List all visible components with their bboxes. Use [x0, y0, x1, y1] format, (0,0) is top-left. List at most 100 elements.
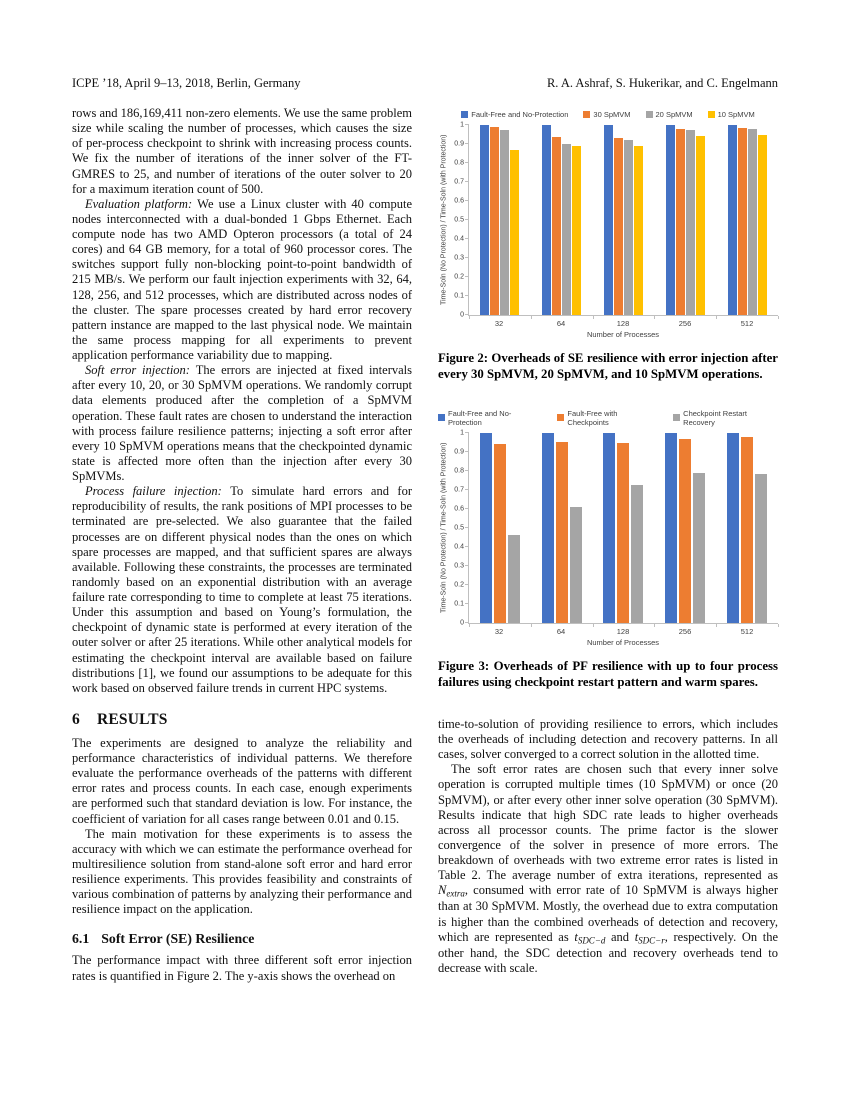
bar — [603, 125, 613, 315]
y-tick-label: 0.4 — [454, 235, 464, 243]
y-tick-mark — [465, 507, 469, 509]
plot-area — [465, 124, 779, 319]
bar — [665, 432, 678, 623]
y-axis-title: Time-Soln (No Protection) / Time-Soln (w… — [440, 442, 448, 614]
bar-group-256 — [654, 125, 716, 315]
y-tick-label: 0 — [460, 311, 464, 319]
x-tick-mark — [530, 316, 532, 319]
y-tick-mark — [465, 124, 469, 125]
right-column-text: time-to-solution of providing resilience… — [438, 717, 778, 976]
y-tick-label: 0.2 — [454, 273, 464, 281]
chart-legend: Fault-Free and No-Protection Fault-Free w… — [438, 409, 778, 427]
y-tick-mark — [465, 238, 469, 239]
y-tick-label: 0.7 — [454, 486, 464, 494]
legend-item: 20 SpMVM — [645, 110, 693, 119]
legend-label: Fault-Free and No-Protection — [471, 110, 569, 119]
x-tick-mark — [592, 316, 594, 319]
y-tick-mark — [465, 314, 469, 315]
chart-body: Time-Soln (No Protection) / Time-Soln (w… — [438, 429, 779, 647]
legend-item: Fault-Free and No-Protection — [438, 409, 542, 427]
y-tick-mark — [465, 526, 469, 528]
bar-group-32 — [469, 432, 531, 623]
legend-label: 20 SpMVM — [655, 110, 693, 119]
two-column-body: rows and 186,169,411 non-zero elements. … — [72, 106, 779, 984]
x-tick-mark — [654, 623, 656, 627]
bar — [737, 127, 747, 315]
x-tick-label: 256 — [678, 319, 692, 328]
y-tick-label: 0.9 — [454, 448, 464, 456]
legend-label: Checkpoint Restart Recovery — [683, 408, 747, 427]
bar — [665, 125, 675, 315]
y-tick-label: 0.4 — [454, 543, 464, 551]
x-tick-label: 64 — [556, 319, 566, 328]
y-axis-title: Time-Soln (No Protection) / Time-Soln (w… — [440, 134, 448, 306]
x-tick-label: 32 — [494, 626, 504, 636]
paragraph: time-to-solution of providing resilience… — [438, 716, 778, 762]
legend-marker-icon — [557, 414, 565, 422]
bar — [562, 144, 572, 315]
paragraph: rows and 186,169,411 non-zero elements. … — [72, 106, 412, 196]
bar — [542, 125, 552, 315]
legend-label: 30 SpMVM — [593, 110, 631, 119]
legend-item: Fault-Free and No-Protection — [461, 110, 568, 119]
bar-group-64 — [531, 125, 593, 315]
bar-group-512 — [716, 125, 778, 315]
bar — [541, 432, 554, 623]
legend-label: Fault-Free and No-Protection — [448, 408, 512, 427]
y-tick-mark — [465, 219, 469, 220]
y-tick-mark — [465, 143, 469, 144]
bar-group-512 — [716, 432, 778, 623]
legend-item: 10 SpMVM — [707, 110, 755, 119]
bar — [500, 129, 510, 315]
bar — [679, 438, 692, 623]
y-tick-mark — [465, 602, 469, 604]
bar — [695, 136, 705, 315]
figure-2: Fault-Free and No-Protection 30 SpMVM 20 S… — [438, 110, 779, 383]
y-tick-mark — [465, 181, 469, 182]
y-tick-label: 0.5 — [454, 524, 464, 532]
legend-item: 30 SpMVM — [583, 110, 631, 119]
x-tick-mark — [778, 316, 779, 319]
figure-2-chart: Fault-Free and No-Protection 30 SpMVM 20 S… — [438, 110, 779, 339]
x-tick-label: 64 — [556, 626, 566, 636]
x-tick-labels: 32 64 128 256 512 — [468, 319, 778, 328]
y-tick-mark — [465, 469, 469, 471]
paragraph: Process failure injection: To simulate h… — [72, 484, 412, 695]
y-tick-mark — [465, 583, 469, 585]
left-column: rows and 186,169,411 non-zero elements. … — [72, 106, 412, 984]
bar — [741, 436, 754, 623]
bar-group-64 — [531, 432, 593, 623]
legend-item: Fault-Free with Checkpoints — [557, 409, 658, 427]
y-tick-mark — [465, 564, 469, 566]
x-tick-label: 32 — [494, 319, 504, 328]
x-tick-mark — [469, 316, 470, 319]
x-tick-label: 128 — [616, 626, 630, 636]
bar — [623, 140, 633, 315]
bar — [552, 137, 562, 315]
y-tick-label: 0.1 — [454, 600, 464, 608]
bar — [572, 145, 582, 315]
chart-body: Time-Soln (No Protection) / Time-Soln (w… — [438, 122, 779, 339]
bar-groups — [469, 125, 778, 315]
y-tick-label: 1 — [460, 429, 464, 437]
bar-group-256 — [654, 432, 716, 623]
y-tick-mark — [465, 431, 469, 433]
legend-marker-icon — [583, 111, 591, 118]
bar — [693, 472, 706, 623]
x-tick-mark — [716, 623, 718, 627]
bar — [747, 128, 757, 315]
header-conference: ICPE ’18, April 9–13, 2018, Berlin, Germ… — [72, 76, 301, 90]
x-tick-label: 128 — [616, 319, 630, 328]
bar — [675, 128, 685, 315]
legend-marker-icon — [438, 414, 445, 422]
bar-groups — [469, 432, 778, 623]
x-tick-mark — [469, 623, 470, 627]
y-tick-mark — [465, 295, 469, 296]
legend-label: Fault-Free with Checkpoints — [567, 408, 618, 427]
bar — [727, 125, 737, 315]
y-tick-label: 0.3 — [454, 254, 464, 262]
chart-legend: Fault-Free and No-Protection 30 SpMVM 20 S… — [438, 110, 778, 119]
legend-marker-icon — [645, 111, 653, 118]
bar — [633, 145, 643, 315]
y-tick-mark — [465, 545, 469, 547]
